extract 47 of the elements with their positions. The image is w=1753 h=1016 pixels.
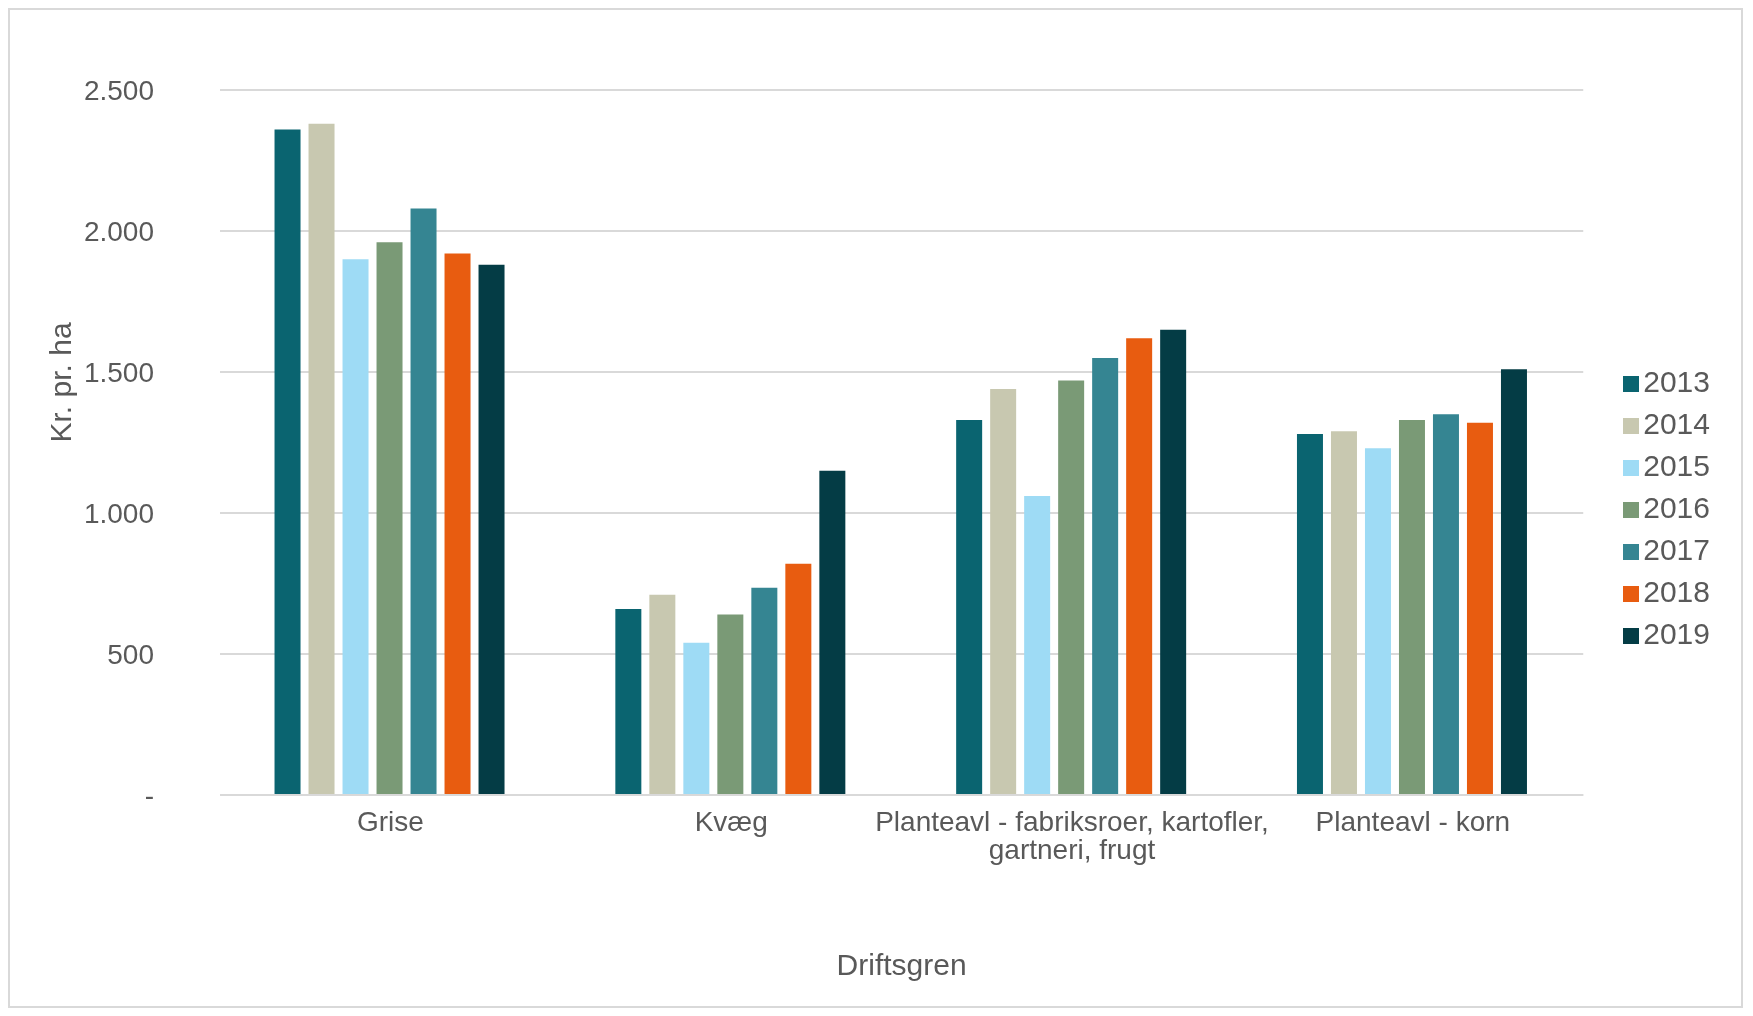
legend-label: 2015: [1643, 448, 1710, 482]
bar: [1126, 338, 1153, 795]
bar: [683, 642, 710, 795]
x-axis-title: Driftsgren: [836, 948, 967, 981]
legend-label: 2019: [1643, 616, 1710, 650]
bar: [785, 563, 812, 795]
y-tick-label: -: [144, 779, 154, 811]
bar: [1092, 357, 1119, 795]
bar: [308, 123, 335, 795]
bar: [478, 264, 505, 795]
bar: [274, 129, 301, 795]
y-tick-label: 2.500: [83, 74, 154, 106]
y-tick-label: 2.000: [83, 215, 154, 247]
bar: [1500, 369, 1527, 795]
legend-label: 2013: [1643, 364, 1710, 398]
bar: [819, 470, 846, 795]
bar: [990, 388, 1017, 795]
bar: [1024, 496, 1051, 795]
bar: [1058, 380, 1085, 795]
legend-label: 2014: [1643, 406, 1710, 440]
bar: [376, 242, 403, 795]
bar: [342, 259, 369, 795]
bar: [410, 208, 437, 795]
bar: [717, 614, 744, 795]
bar: [1364, 448, 1391, 795]
bar: [751, 587, 778, 795]
y-tick-label: 500: [107, 638, 154, 670]
bar: [956, 419, 983, 795]
bar: [1330, 431, 1357, 795]
bar: [649, 594, 676, 795]
x-tick-label: Grise: [356, 805, 424, 837]
bar: [615, 608, 642, 795]
legend-label: 2018: [1643, 574, 1710, 608]
bar: [1296, 434, 1323, 795]
legend-label: 2016: [1643, 490, 1710, 524]
x-tick-label: Kvæg: [694, 805, 768, 837]
bar: [1160, 329, 1187, 795]
y-tick-label: 1.000: [83, 497, 154, 529]
bar: [1398, 419, 1425, 795]
bar: [444, 253, 471, 795]
bar: [1466, 422, 1493, 795]
x-tick-label: Planteavl - korn: [1315, 805, 1511, 837]
legend-label: 2017: [1643, 532, 1710, 566]
x-tick-label: Planteavl - fabriksroer, kartofler, gartneri, frugt: [875, 805, 1269, 865]
y-tick-label: 1.500: [83, 356, 154, 388]
y-axis-title: Kr. pr. ha: [43, 322, 77, 443]
bar: [1432, 414, 1459, 795]
